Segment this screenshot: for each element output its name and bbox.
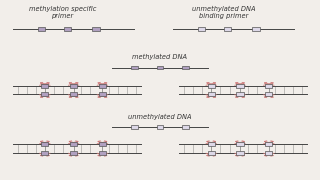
Bar <box>182 125 189 129</box>
Bar <box>38 27 45 31</box>
Bar <box>236 150 244 154</box>
Bar <box>70 150 77 154</box>
Bar <box>64 27 71 31</box>
Bar <box>41 84 48 88</box>
Bar <box>70 84 77 88</box>
Bar <box>70 92 77 96</box>
Bar <box>224 27 231 31</box>
Text: unmethylated DNA
binding primer: unmethylated DNA binding primer <box>192 5 256 19</box>
Bar <box>99 84 106 88</box>
Bar <box>236 84 244 88</box>
Bar <box>131 125 138 129</box>
Bar <box>157 66 163 69</box>
Text: unmethylated DNA: unmethylated DNA <box>128 113 192 120</box>
Text: methylation specific
primer: methylation specific primer <box>29 5 96 19</box>
Bar <box>41 143 48 147</box>
Bar <box>236 143 244 147</box>
Bar <box>208 84 215 88</box>
Bar <box>99 143 106 147</box>
Bar <box>198 27 205 31</box>
Bar <box>208 92 215 96</box>
Bar <box>265 150 272 154</box>
Bar <box>131 66 138 69</box>
Bar <box>265 143 272 147</box>
Bar <box>99 92 106 96</box>
Bar <box>182 66 189 69</box>
Bar <box>41 92 48 96</box>
Bar <box>41 150 48 154</box>
Bar <box>252 27 260 31</box>
Bar <box>208 150 215 154</box>
Bar <box>208 143 215 147</box>
Bar <box>70 143 77 147</box>
Bar <box>99 150 106 154</box>
Bar <box>265 92 272 96</box>
Bar <box>92 27 100 31</box>
Bar <box>236 92 244 96</box>
Bar <box>157 125 163 129</box>
Text: methylated DNA: methylated DNA <box>132 54 188 60</box>
Bar <box>265 84 272 88</box>
